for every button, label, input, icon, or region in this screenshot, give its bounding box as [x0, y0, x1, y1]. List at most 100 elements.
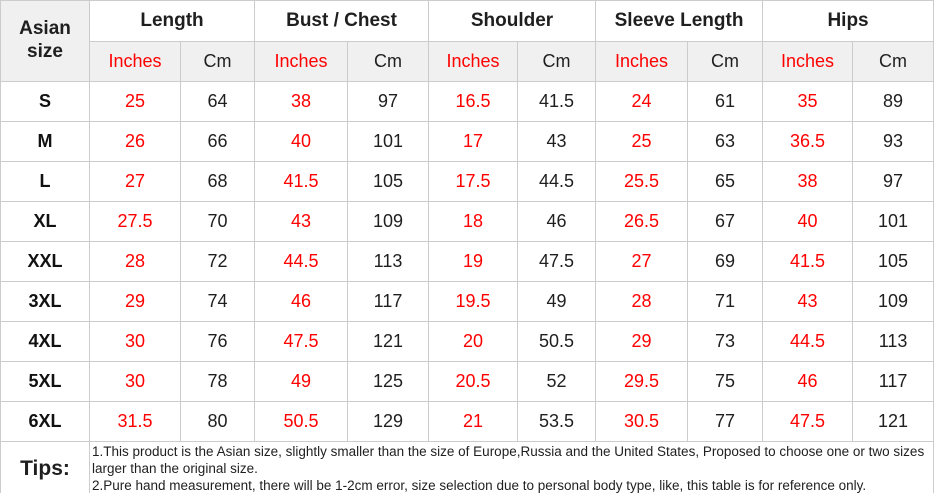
table-row: 4XL 30 76 47.5 121 20 50.5 29 73 44.5 113	[0, 321, 934, 362]
size-label: M	[0, 121, 90, 162]
cm-value: 66	[179, 121, 256, 162]
inches-value: 28	[89, 241, 181, 282]
inches-value: 47.5	[762, 401, 854, 442]
inches-value: 24	[595, 81, 689, 122]
unit-header-row: Inches Cm Inches Cm Inches Cm Inches Cm …	[1, 41, 934, 82]
group-header-length: Length	[88, 0, 256, 42]
cm-value: 69	[687, 241, 764, 282]
size-label: XL	[0, 201, 90, 242]
cm-value: 61	[687, 81, 764, 122]
cm-value: 125	[347, 361, 430, 402]
cm-value: 64	[179, 81, 256, 122]
cm-value: 68	[179, 161, 256, 202]
inches-value: 36.5	[762, 121, 854, 162]
size-label: 6XL	[0, 401, 90, 442]
table-row: M 26 66 40 101 17 43 25 63 36.5 93	[0, 121, 934, 162]
inches-value: 38	[762, 161, 854, 202]
cm-value: 117	[347, 281, 430, 322]
group-header-sleeve-length: Sleeve Length	[595, 0, 764, 42]
cm-value: 63	[687, 121, 764, 162]
tips-notes: 1.This product is the Asian size, slight…	[88, 441, 934, 493]
table-row: L 27 68 41.5 105 17.5 44.5 25.5 65 38 97	[0, 161, 934, 202]
inches-value: 49	[254, 361, 349, 402]
cm-value: 72	[179, 241, 256, 282]
unit-header-inches: Inches	[254, 41, 349, 82]
inches-value: 17	[428, 121, 519, 162]
inches-value: 38	[254, 81, 349, 122]
cm-value: 75	[687, 361, 764, 402]
unit-header-cm: Cm	[687, 41, 764, 82]
table-row: 6XL 31.5 80 50.5 129 21 53.5 30.5 77 47.5 121	[0, 401, 934, 442]
inches-value: 20.5	[428, 361, 519, 402]
cm-value: 73	[687, 321, 764, 362]
unit-header-inches: Inches	[595, 41, 689, 82]
cm-value: 65	[687, 161, 764, 202]
inches-value: 41.5	[762, 241, 854, 282]
cm-value: 101	[852, 201, 934, 242]
inches-value: 43	[762, 281, 854, 322]
cm-value: 80	[179, 401, 256, 442]
inches-value: 25	[89, 81, 181, 122]
cm-value: 44.5	[517, 161, 597, 202]
unit-header-cm: Cm	[517, 41, 597, 82]
inches-value: 40	[254, 121, 349, 162]
cm-value: 49	[517, 281, 597, 322]
inches-value: 46	[254, 281, 349, 322]
cm-value: 109	[347, 201, 430, 242]
cm-value: 43	[517, 121, 597, 162]
tips-row: Tips: 1.This product is the Asian size, …	[0, 441, 934, 493]
table-row: XXL 28 72 44.5 113 19 47.5 27 69 41.5 105	[0, 241, 934, 282]
inches-value: 16.5	[428, 81, 519, 122]
cm-value: 74	[179, 281, 256, 322]
cm-value: 129	[347, 401, 430, 442]
inches-value: 29	[595, 321, 689, 362]
cm-value: 121	[852, 401, 934, 442]
size-label: S	[0, 81, 90, 122]
cm-value: 70	[179, 201, 256, 242]
cm-value: 71	[687, 281, 764, 322]
cm-value: 121	[347, 321, 430, 362]
cm-value: 113	[852, 321, 934, 362]
cm-value: 53.5	[517, 401, 597, 442]
inches-value: 25	[595, 121, 689, 162]
tips-note-1: 1.This product is the Asian size, slight…	[92, 444, 925, 476]
inches-value: 40	[762, 201, 854, 242]
cm-value: 97	[852, 161, 934, 202]
inches-value: 20	[428, 321, 519, 362]
cm-value: 113	[347, 241, 430, 282]
group-header-hips: Hips	[762, 0, 934, 42]
cm-value: 78	[179, 361, 256, 402]
unit-header-inches: Inches	[428, 41, 519, 82]
table-row: 3XL 29 74 46 117 19.5 49 28 71 43 109	[0, 281, 934, 322]
inches-value: 30	[89, 361, 181, 402]
cm-value: 76	[179, 321, 256, 362]
inches-value: 25.5	[595, 161, 689, 202]
inches-value: 19.5	[428, 281, 519, 322]
cm-value: 97	[347, 81, 430, 122]
inches-value: 17.5	[428, 161, 519, 202]
cm-value: 93	[852, 121, 934, 162]
group-header-row: Asian size Length Bust / Chest Shoulder …	[0, 0, 934, 82]
cm-value: 47.5	[517, 241, 597, 282]
tips-label: Tips:	[0, 441, 90, 493]
corner-header-asian-size: Asian size	[0, 0, 90, 82]
table-row: S 25 64 38 97 16.5 41.5 24 61 35 89	[0, 81, 934, 122]
inches-value: 30	[89, 321, 181, 362]
size-label: L	[0, 161, 90, 202]
inches-value: 21	[428, 401, 519, 442]
size-label: 5XL	[0, 361, 90, 402]
unit-header-cm: Cm	[347, 41, 430, 82]
unit-header-cm: Cm	[852, 41, 934, 82]
group-header-shoulder: Shoulder	[428, 0, 597, 42]
inches-value: 26.5	[595, 201, 689, 242]
inches-value: 44.5	[254, 241, 349, 282]
inches-value: 27.5	[89, 201, 181, 242]
table-row: XL 27.5 70 43 109 18 46 26.5 67 40 101	[0, 201, 934, 242]
cm-value: 77	[687, 401, 764, 442]
inches-value: 47.5	[254, 321, 349, 362]
inches-value: 19	[428, 241, 519, 282]
cm-value: 67	[687, 201, 764, 242]
cm-value: 50.5	[517, 321, 597, 362]
